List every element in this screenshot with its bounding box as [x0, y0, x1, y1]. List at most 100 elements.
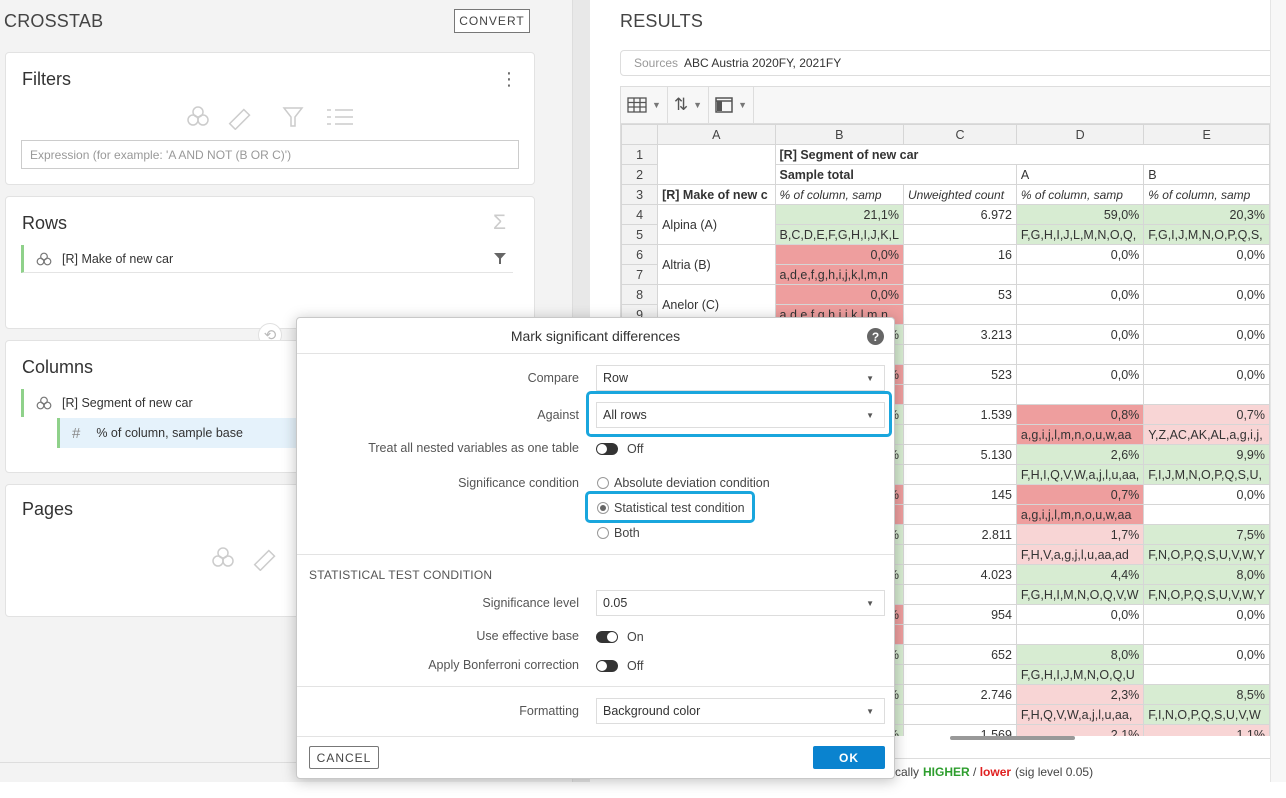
grid-cell[interactable]: 6.972 [903, 204, 1017, 225]
grid-cell[interactable]: 8,0% [1143, 564, 1270, 585]
row-label[interactable]: Altria (B) [657, 244, 776, 285]
toggle-switch[interactable] [596, 443, 618, 455]
sig-level-select[interactable]: 0.05 ▼ [596, 590, 885, 616]
results-scrollbar[interactable] [1270, 0, 1286, 782]
column-header[interactable]: B [774, 124, 905, 145]
grid-cell[interactable]: F,G,H,I,J,M,N,O,Q,U [1015, 664, 1145, 685]
grid-cell[interactable] [1015, 264, 1145, 285]
grid-cell[interactable] [903, 584, 1017, 605]
grid-cell[interactable]: 53 [903, 284, 1017, 305]
toggle-switch[interactable] [596, 631, 618, 643]
grid-cell[interactable]: 1,1% [1143, 724, 1270, 736]
grid-cell[interactable]: 0,7% [1143, 404, 1270, 425]
grid-cell[interactable]: 0,0% [1143, 484, 1270, 505]
column-header[interactable]: D [1015, 124, 1145, 145]
sources-field[interactable]: Sources ABC Austria 2020FY, 2021FY [620, 50, 1280, 76]
grid-cell[interactable] [1143, 624, 1270, 645]
grid-cell[interactable]: a,g,i,j,l,m,n,o,u,w,aa [1015, 504, 1145, 525]
grid-cell[interactable] [903, 344, 1017, 365]
grid-cell[interactable] [903, 424, 1017, 445]
grid-cell[interactable]: 0,8% [1015, 404, 1145, 425]
row-label[interactable]: Alpina (A) [657, 204, 776, 245]
grid-cell[interactable]: 0,0% [1015, 284, 1145, 305]
grid-cell[interactable]: 0,0% [1143, 284, 1270, 305]
column-header[interactable]: C [903, 124, 1017, 145]
layout-button[interactable]: ▼ [709, 86, 755, 124]
row-filter-icon[interactable] [494, 253, 506, 264]
grid-cell[interactable]: 0,0% [1143, 364, 1270, 385]
radio-statistical[interactable]: Statistical test condition [597, 501, 745, 515]
grid-cell[interactable]: 1.539 [903, 404, 1017, 425]
grid-cell[interactable] [1143, 344, 1270, 365]
radio-button[interactable] [597, 527, 609, 539]
nested-toggle[interactable]: Off [596, 442, 643, 456]
grid-cell[interactable]: 145 [903, 484, 1017, 505]
effective-base-toggle[interactable]: On [596, 630, 644, 644]
grid-cell[interactable]: 652 [903, 644, 1017, 665]
grid-cell[interactable] [1015, 384, 1145, 405]
grid-cell[interactable] [903, 544, 1017, 565]
grid-cell[interactable] [903, 384, 1017, 405]
grid-cell[interactable]: B [1143, 164, 1270, 185]
grid-cell[interactable]: 20,3% [1143, 204, 1270, 225]
grid-cell[interactable]: 0,0% [1143, 644, 1270, 665]
grid-cell[interactable] [1143, 664, 1270, 685]
grid-cell[interactable] [903, 304, 1017, 325]
grid-cell[interactable]: 954 [903, 604, 1017, 625]
grid-cell[interactable]: 8,5% [1143, 684, 1270, 705]
grid-cell[interactable]: 3.213 [903, 324, 1017, 345]
cancel-button[interactable]: CANCEL [309, 746, 379, 769]
grid-cell[interactable] [903, 664, 1017, 685]
grid-cell[interactable] [903, 464, 1017, 485]
grid-cell[interactable] [1143, 384, 1270, 405]
formatting-select[interactable]: Background color ▼ [596, 698, 885, 724]
grid-cell[interactable] [903, 264, 1017, 285]
sum-icon[interactable]: Σ [493, 211, 506, 234]
grid-cell[interactable]: Sample total [774, 164, 1017, 185]
grid-cell[interactable]: 0,7% [1015, 484, 1145, 505]
compare-select[interactable]: Row ▼ [596, 365, 885, 391]
grid-cell[interactable]: 59,0% [1015, 204, 1145, 225]
grid-cell[interactable]: F,G,H,I,J,L,M,N,O,Q, [1015, 224, 1145, 245]
radio-both[interactable]: Both [597, 526, 640, 540]
grid-cell[interactable]: 8,0% [1015, 644, 1145, 665]
grid-cell[interactable]: F,G,I,J,M,N,O,P,Q,S, [1143, 224, 1270, 245]
grid-cell[interactable]: % of column, samp [1143, 184, 1270, 205]
grid-cell[interactable]: a,d,e,f,g,h,i,j,k,l,m,n [774, 264, 905, 285]
against-select[interactable]: All rows ▼ [596, 402, 885, 428]
grid-cell[interactable]: 1.569 [903, 724, 1017, 736]
grid-horizontal-scrollbar[interactable] [950, 736, 1075, 740]
grid-cell[interactable]: B,C,D,E,F,G,H,I,J,K,L [774, 224, 905, 245]
column-header[interactable]: E [1143, 124, 1270, 145]
table-view-button[interactable]: ▼ [621, 86, 668, 124]
grid-cell[interactable]: 2.811 [903, 524, 1017, 545]
grid-cell[interactable]: % of column, samp [1015, 184, 1145, 205]
grid-cell[interactable] [1143, 504, 1270, 525]
grid-cell[interactable]: a,g,i,j,l,m,n,o,u,w,aa [1015, 424, 1145, 445]
grid-cell[interactable] [1015, 304, 1145, 325]
toggle-switch[interactable] [596, 660, 618, 672]
grid-cell[interactable]: F,G,H,I,M,N,O,Q,V,W [1015, 584, 1145, 605]
sort-button[interactable]: ⇅ ▼ [668, 86, 710, 124]
grid-cell[interactable]: 1,7% [1015, 524, 1145, 545]
grid-cell[interactable]: F,H,V,a,g,j,l,u,aa,ad [1015, 544, 1145, 565]
grid-cell[interactable]: Y,Z,AC,AK,AL,a,g,i,j, [1143, 424, 1270, 445]
grid-cell[interactable]: F,H,I,Q,V,W,a,j,l,u,aa, [1015, 464, 1145, 485]
grid-cell[interactable]: 2,3% [1015, 684, 1145, 705]
grid-cell[interactable]: F,N,O,P,Q,S,U,V,W,Y [1143, 584, 1270, 605]
grid-cell[interactable]: 0,0% [1015, 244, 1145, 265]
grid-cell[interactable]: 0,0% [1015, 604, 1145, 625]
grid-cell[interactable]: [R] Make of new c [657, 184, 776, 205]
grid-cell[interactable]: 9,9% [1143, 444, 1270, 465]
grid-cell[interactable] [903, 224, 1017, 245]
grid-cell[interactable]: 2,1% [1015, 724, 1145, 736]
grid-cell[interactable]: 5.130 [903, 444, 1017, 465]
grid-cell[interactable]: F,I,J,M,N,O,P,Q,S,U, [1143, 464, 1270, 485]
more-options-icon[interactable]: ⋮ [500, 69, 518, 89]
grid-cell[interactable] [657, 144, 776, 185]
grid-cell[interactable] [1015, 624, 1145, 645]
grid-cell[interactable]: 0,0% [774, 284, 905, 305]
grid-cell[interactable] [1143, 264, 1270, 285]
grid-cell[interactable]: F,H,Q,V,W,a,j,l,u,aa, [1015, 704, 1145, 725]
grid-cell[interactable]: F,I,N,O,P,Q,S,U,V,W [1143, 704, 1270, 725]
